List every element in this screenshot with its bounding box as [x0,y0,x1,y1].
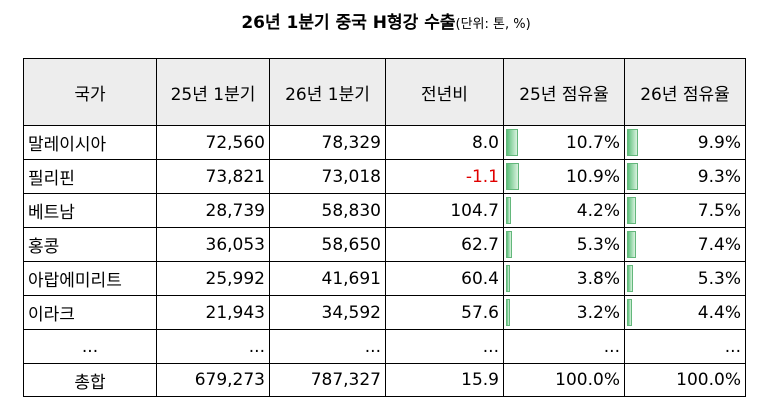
title-main: 26년 1분기 중국 H형강 수출 [241,13,456,33]
q1-26-cell: 41,691 [269,261,386,296]
country-cell: 이라크 [23,295,157,330]
q1-26-cell: 78,329 [269,125,386,160]
total-share-26: 100.0% [624,363,746,397]
share-26-cell: 7.4% [624,227,746,262]
share-26-value: 9.9% [697,132,741,153]
share-26-bar [627,265,634,292]
share-25-value: 3.2% [576,302,620,323]
total-row: 총합 679,273 787,327 15.9 100.0% 100.0% [23,363,746,397]
ellipsis-cell: ... [624,329,746,364]
share-25-bar [506,197,511,224]
yoy-cell: 60.4 [385,261,504,296]
table-row: 베트남 28,739 58,830 104.7 4.2% 7.5% [23,193,746,228]
q1-25-cell: 73,821 [156,159,270,194]
q1-25-cell: 25,992 [156,261,270,296]
share-26-value: 4.4% [697,302,741,323]
q1-26-cell: 58,830 [269,193,386,228]
share-26-cell: 5.3% [624,261,746,296]
share-26-cell: 4.4% [624,295,746,330]
share-25-cell: 3.8% [503,261,625,296]
q1-26-cell: 73,018 [269,159,386,194]
yoy-cell: 62.7 [385,227,504,262]
share-26-cell: 9.3% [624,159,746,194]
table-row: 아랍에미리트 25,992 41,691 60.4 3.8% 5.3% [23,261,746,296]
share-25-cell: 10.7% [503,125,625,160]
ellipsis-cell: ... [269,329,386,364]
share-25-value: 10.7% [565,132,620,153]
country-cell: 필리핀 [23,159,157,194]
table-title: 26년 1분기 중국 H형강 수출(단위: 톤, %) [0,8,772,33]
q1-25-cell: 21,943 [156,295,270,330]
total-yoy: 15.9 [385,363,504,397]
header-yoy: 전년비 [385,58,504,126]
total-label: 총합 [23,363,157,397]
share-25-cell: 3.2% [503,295,625,330]
share-26-bar [627,299,633,326]
country-cell: 아랍에미리트 [23,261,157,296]
country-cell: 홍콩 [23,227,157,262]
header-q1-26: 26년 1분기 [269,58,386,126]
share-25-value: 5.3% [576,234,620,255]
ellipsis-cell: ... [385,329,504,364]
share-25-cell: 4.2% [503,193,625,228]
ellipsis-cell: ... [156,329,270,364]
share-25-value: 3.8% [576,268,620,289]
share-25-value: 4.2% [576,200,620,221]
share-26-bar [627,231,636,258]
country-cell: 말레이시아 [23,125,157,160]
q1-26-cell: 34,592 [269,295,386,330]
table-row: 이라크 21,943 34,592 57.6 3.2% 4.4% [23,295,746,330]
share-26-cell: 9.9% [624,125,746,160]
share-26-value: 7.4% [697,234,741,255]
ellipsis-cell: ... [503,329,625,364]
q1-25-cell: 72,560 [156,125,270,160]
header-share-25: 25년 점유율 [503,58,625,126]
share-26-value: 9.3% [697,166,741,187]
share-25-cell: 10.9% [503,159,625,194]
total-q1-25: 679,273 [156,363,270,397]
share-26-bar [627,197,636,224]
title-unit: (단위: 톤, %) [455,17,531,32]
header-country: 국가 [23,58,157,126]
q1-25-cell: 28,739 [156,193,270,228]
total-q1-26: 787,327 [269,363,386,397]
share-26-value: 7.5% [697,200,741,221]
total-share-25: 100.0% [503,363,625,397]
q1-26-cell: 58,650 [269,227,386,262]
country-cell: 베트남 [23,193,157,228]
table-body: 말레이시아 72,560 78,329 8.0 10.7% 9.9% 필리핀 7… [23,125,746,397]
ellipsis-cell: ... [23,329,157,364]
header-share-26: 26년 점유율 [624,58,746,126]
share-25-bar [506,299,510,326]
share-26-bar [627,163,638,190]
q1-25-cell: 36,053 [156,227,270,262]
share-25-bar [506,163,519,190]
table-row: 홍콩 36,053 58,650 62.7 5.3% 7.4% [23,227,746,262]
header-row: 국가 25년 1분기 26년 1분기 전년비 25년 점유율 26년 점유율 [23,58,746,126]
share-25-bar [506,265,511,292]
share-25-value: 10.9% [565,166,620,187]
yoy-cell: 8.0 [385,125,504,160]
share-25-bar [506,129,519,156]
table-row: 필리핀 73,821 73,018 -1.1 10.9% 9.3% [23,159,746,194]
yoy-cell: 104.7 [385,193,504,228]
share-25-cell: 5.3% [503,227,625,262]
share-26-cell: 7.5% [624,193,746,228]
ellipsis-row: ... ... ... ... ... ... [23,329,746,364]
header-q1-25: 25년 1분기 [156,58,270,126]
yoy-cell: 57.6 [385,295,504,330]
yoy-cell: -1.1 [385,159,504,194]
share-26-bar [627,129,639,156]
share-25-bar [506,231,513,258]
export-table: 국가 25년 1분기 26년 1분기 전년비 25년 점유율 26년 점유율 말… [23,58,746,397]
table-row: 말레이시아 72,560 78,329 8.0 10.7% 9.9% [23,125,746,160]
share-26-value: 5.3% [697,268,741,289]
